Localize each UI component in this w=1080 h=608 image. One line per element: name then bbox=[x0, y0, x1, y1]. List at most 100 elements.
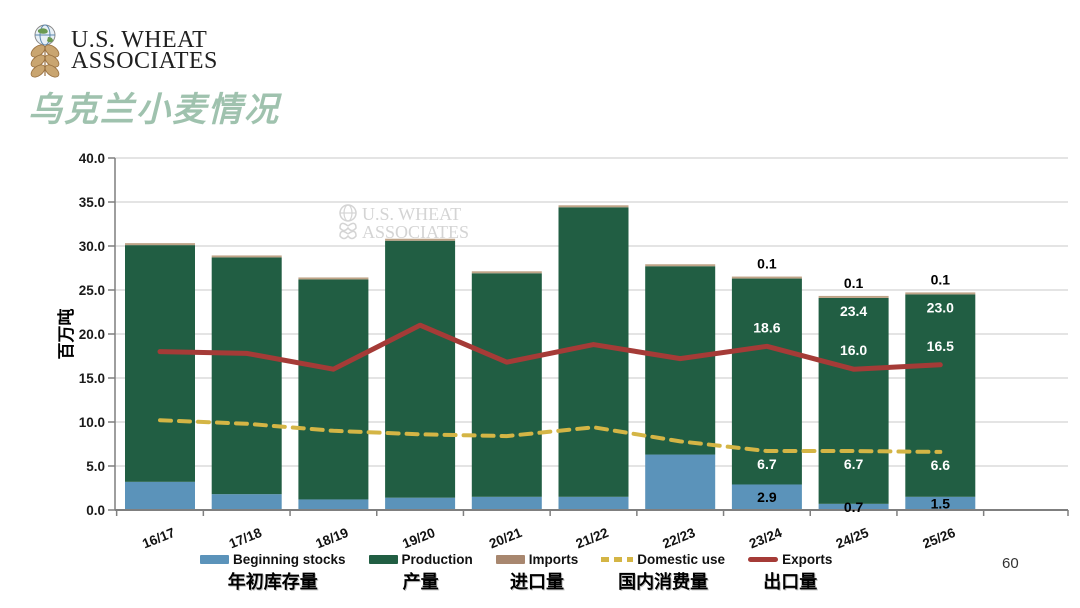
page-number: 60 bbox=[1002, 555, 1019, 572]
x-tick-label: 21/22 bbox=[574, 525, 611, 552]
bar-beginning-stocks bbox=[211, 494, 282, 510]
data-label: 6.7 bbox=[844, 456, 864, 472]
bar-beginning-stocks bbox=[818, 503, 889, 510]
bar-beginning-stocks bbox=[645, 454, 716, 510]
bar-imports bbox=[905, 292, 976, 295]
x-tick-label: 25/26 bbox=[920, 525, 957, 552]
bar-imports bbox=[818, 295, 889, 298]
bar-production bbox=[298, 279, 369, 500]
x-tick-label: 19/20 bbox=[400, 525, 437, 552]
data-label: 0.1 bbox=[931, 272, 951, 288]
legend-item-imports: Imports 进口量 bbox=[495, 552, 579, 594]
legend-swatch bbox=[495, 555, 525, 564]
y-tick-label: 30.0 bbox=[79, 239, 105, 254]
bar-beginning-stocks bbox=[471, 496, 542, 510]
bar-beginning-stocks bbox=[298, 499, 369, 510]
watermark-line2: ASSOCIATES bbox=[362, 222, 469, 242]
y-tick-label: 10.0 bbox=[79, 415, 105, 430]
data-label: 16.5 bbox=[927, 338, 954, 354]
bar-beginning-stocks bbox=[731, 484, 802, 510]
x-tick-label: 18/19 bbox=[314, 525, 351, 552]
legend-label-en: Exports bbox=[782, 552, 833, 567]
legend-label-en: Beginning stocks bbox=[233, 552, 346, 567]
bar-production bbox=[905, 294, 976, 497]
legend-label-zh: 年初库存量 bbox=[227, 572, 318, 592]
y-axis-title: 百万吨 bbox=[56, 309, 76, 360]
chart-svg: 0.0 5.0 10.0 15.0 20.0 25.0 30.0 35.0 40.0 百万吨 U.S… bbox=[56, 151, 1069, 552]
data-label: 0.7 bbox=[844, 499, 864, 515]
bar-production bbox=[818, 297, 889, 504]
data-label: 18.6 bbox=[753, 319, 780, 335]
watermark-line1: U.S. WHEAT bbox=[362, 204, 461, 224]
y-tick-label: 15.0 bbox=[79, 371, 105, 386]
bar-imports bbox=[125, 243, 195, 246]
page-title: 乌克兰小麦情况 bbox=[28, 91, 280, 129]
x-tick-label: 20/21 bbox=[487, 525, 524, 552]
y-tick-label: 0.0 bbox=[86, 503, 105, 518]
bar-production bbox=[125, 245, 195, 482]
bar-production bbox=[558, 207, 629, 497]
data-label: 23.0 bbox=[927, 300, 954, 316]
bar-imports bbox=[471, 271, 542, 274]
exports-line bbox=[157, 322, 943, 372]
legend-label-zh: 出口量 bbox=[763, 572, 818, 592]
x-tick-label: 16/17 bbox=[140, 525, 177, 552]
bar-imports bbox=[558, 205, 629, 208]
data-label: 0.1 bbox=[757, 256, 777, 272]
data-label: 0.1 bbox=[844, 275, 864, 291]
legend-label-en: Imports bbox=[528, 552, 579, 567]
legend-swatch bbox=[601, 557, 634, 562]
bar-imports bbox=[385, 238, 456, 241]
domestic-use-line bbox=[158, 418, 943, 454]
legend-item-beginning-stocks: Beginning stocks 年初库存量 bbox=[200, 552, 346, 594]
legend-label-zh: 国内消费量 bbox=[618, 572, 709, 592]
wheat-emblem-icon bbox=[30, 24, 60, 78]
legend-item-exports: Exports 出口量 bbox=[748, 552, 832, 594]
bar-production bbox=[211, 257, 282, 495]
x-tick-label: 23/24 bbox=[747, 525, 784, 552]
x-tick-label: 24/25 bbox=[834, 525, 871, 552]
data-label: 6.7 bbox=[757, 456, 777, 472]
y-tick-label: 35.0 bbox=[79, 195, 105, 210]
bar-production bbox=[385, 240, 456, 498]
y-tick-label: 40.0 bbox=[79, 151, 105, 166]
data-labels: 0.1 18.6 6.7 2.9 0.1 23.4 16.0 6.7 0.7 0.1 23.0 16.… bbox=[753, 256, 954, 515]
legend-swatch bbox=[368, 555, 398, 564]
legend-item-domestic-use: Domestic use 国内消费量 bbox=[601, 552, 725, 594]
uswheat-logo: U.S. WHEAT ASSOCIATES bbox=[28, 24, 218, 80]
x-axis: 16/17 17/18 18/19 19/20 20/21 21/22 22/23 23/24… bbox=[115, 509, 1069, 552]
bar-imports bbox=[731, 276, 802, 279]
legend-label-zh: 产量 bbox=[402, 572, 439, 592]
bar-imports bbox=[298, 277, 369, 280]
x-tick-label: 17/18 bbox=[227, 525, 264, 552]
legend-label-en: Production bbox=[401, 552, 473, 567]
bar-beginning-stocks bbox=[385, 497, 456, 510]
bar-production bbox=[471, 273, 542, 497]
logo-line2: ASSOCIATES bbox=[71, 48, 218, 74]
data-label: 6.6 bbox=[931, 457, 951, 473]
bar-beginning-stocks bbox=[905, 496, 976, 510]
x-tick-label: 22/23 bbox=[660, 525, 697, 552]
legend-swatch bbox=[748, 557, 779, 562]
bar-imports bbox=[211, 255, 282, 258]
wheat-balance-chart: 0.0 5.0 10.0 15.0 20.0 25.0 30.0 35.0 40.0 百万吨 U.S… bbox=[0, 140, 1080, 552]
legend-item-production: Production 产量 bbox=[368, 552, 473, 594]
data-label: 1.5 bbox=[931, 495, 951, 511]
bar-beginning-stocks bbox=[125, 481, 195, 510]
y-tick-label: 25.0 bbox=[79, 283, 105, 298]
y-tick-label: 20.0 bbox=[79, 327, 105, 342]
legend-label-zh: 进口量 bbox=[510, 572, 565, 592]
legend-swatch bbox=[200, 555, 229, 564]
data-label: 16.0 bbox=[840, 342, 867, 358]
bar-imports bbox=[645, 264, 716, 267]
bar-production bbox=[731, 278, 802, 485]
data-label: 23.4 bbox=[840, 303, 867, 319]
chart-legend: Beginning stocks 年初库存量 Production 产量 Imports… bbox=[200, 552, 832, 594]
legend-label-en: Domestic use bbox=[637, 552, 726, 567]
y-axis: 0.0 5.0 10.0 15.0 20.0 25.0 30.0 35.0 40.0 百万吨 bbox=[56, 151, 116, 518]
bar-beginning-stocks bbox=[558, 496, 629, 510]
data-label: 2.9 bbox=[757, 489, 777, 505]
logo-line1: U.S. WHEAT bbox=[71, 27, 208, 53]
